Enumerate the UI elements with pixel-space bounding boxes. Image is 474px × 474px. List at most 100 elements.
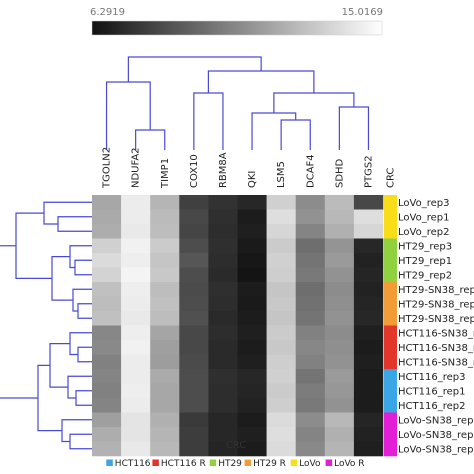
annotation-column [384,195,397,457]
column-label: NDUFA2 [131,147,142,188]
dendrogram-branch [273,92,355,113]
column-label: RBM8A [218,152,229,188]
heatmap-cell [295,282,326,297]
heatmap-cell [150,195,180,210]
column-label: SDHD [334,158,345,188]
column-label: TGOLN2 [102,147,113,189]
heatmap-cell [353,224,384,239]
heatmap-cell [295,427,326,442]
heatmap-cell [237,354,267,370]
heatmap-cell [150,441,180,457]
color-scale-max-label: 15.0169 [342,7,383,18]
heatmap-cell [324,441,355,457]
dendrogram-branch [105,81,151,150]
dendrogram-branch [61,419,92,443]
row-label: LoVo-SN38_rep [398,430,473,441]
heatmap-cell [179,224,209,239]
heatmap-cell [179,209,209,225]
heatmap-cell [92,311,122,326]
dendrogram-branch [69,245,92,269]
heatmap-cell [324,195,355,210]
column-label: QKI [247,171,258,188]
heatmap-cell [92,412,122,428]
heatmap-cell [92,441,122,457]
heatmap-cell [150,354,180,370]
dendrogram-branch [43,201,92,225]
heatmap-cell [295,325,326,341]
heatmap-cell [295,224,326,239]
heatmap-cell [92,354,122,370]
dendrogram-branch [49,343,70,388]
heatmap-cell [237,427,267,442]
heatmap-cell [237,369,267,384]
heatmap-cell [121,412,151,428]
heatmap-cell [121,224,151,239]
heatmap-cell [179,398,209,413]
heatmap-cell [92,340,122,355]
heatmap-cell [150,325,180,341]
dendrogram-branch [127,56,262,82]
legend: HCT116 HCT116 R HT29 HT29 R LoVo LoVo R [106,459,365,469]
heatmap-cell [92,427,122,442]
annotation-cell [384,267,397,283]
heatmap-cell [266,354,296,370]
heatmap-cell [121,282,151,297]
heatmap-cell [208,253,238,268]
heatmap-cell [179,296,209,312]
dendrogram-branch [69,332,92,356]
legend-label: HCT116 R [161,459,206,469]
annotation-cell [384,253,397,268]
heatmap-cell [179,383,209,399]
annotation-cell [384,209,397,225]
row-label: HT29_rep2 [398,270,452,281]
heatmap-cell [353,296,384,312]
annotation-cell [384,398,397,413]
heatmap-cell [92,238,122,254]
heatmap-cell [121,209,151,225]
heatmap-cell [266,209,296,225]
heatmap-cell [237,311,267,326]
heatmap-cell [92,267,122,283]
heatmap-cell [121,427,151,442]
row-label: HT29-SN38_rep [398,285,474,296]
heatmap-cell [295,209,326,225]
heatmap-cell [179,267,209,283]
row-label: LoVo-SN38_rep [398,415,473,426]
heatmap-cell [353,412,384,428]
dendrogram-branch [193,92,224,150]
heatmap-cell [208,383,238,399]
legend-label: LoVo R [334,459,364,469]
heatmap-cell [353,340,384,355]
row-label: HT29-SN38_rep [398,299,474,310]
heatmap-cell [208,282,238,297]
annotation-cell [384,296,397,312]
heatmap-cell [121,354,151,370]
heatmap-cell [208,209,238,225]
heatmap-cell [121,383,151,399]
heatmap-cell [266,398,296,413]
x-axis-title: CRC [226,440,246,451]
heatmap-cell [208,224,238,239]
legend-label: LoVo [299,459,321,469]
heatmap-cell [295,238,326,254]
heatmap-cell [295,412,326,428]
color-scale-bar [91,20,383,36]
legend-label: HT29 R [253,459,286,469]
heatmap-cell [324,267,355,283]
annotation-cell [384,224,397,239]
column-label: TIMP1 [160,158,171,189]
heatmap-cell [121,340,151,355]
heatmap-cell [237,267,267,283]
color-scale-min-label: 6.2919 [90,7,125,18]
heatmap-cell [121,253,151,268]
heatmap-cell [295,296,326,312]
row-label: LoVo_rep2 [398,227,449,238]
heatmap-cell [92,383,122,399]
heatmap-cell [208,427,238,442]
heatmap-cell [121,441,151,457]
heatmap-cell [266,282,296,297]
heatmap-cell [295,195,326,210]
heatmap-cell [266,383,296,399]
heatmap-cell [324,253,355,268]
